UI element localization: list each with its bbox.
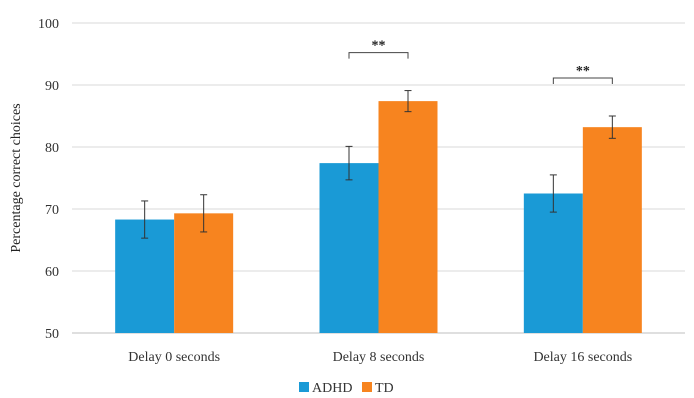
- significance-bracket: [552, 77, 613, 84]
- bars: [115, 101, 642, 334]
- error-bars: [141, 90, 616, 239]
- significance-bracket: [348, 52, 409, 59]
- y-tick-label: 100: [38, 17, 59, 32]
- significance-label: **: [372, 39, 386, 54]
- x-tick-label: Delay 8 seconds: [333, 350, 425, 365]
- legend-label-adhd: ADHD: [312, 381, 352, 396]
- x-axis-ticks: Delay 0 seconds Delay 8 seconds Delay 16 s…: [128, 350, 632, 365]
- x-tick-label: Delay 16 seconds: [533, 350, 632, 365]
- bar-td-2: [582, 127, 642, 333]
- y-tick-label: 50: [45, 327, 59, 342]
- significance-annotations: ** **: [348, 39, 613, 84]
- y-tick-label: 90: [45, 79, 59, 94]
- significance-label: **: [576, 64, 590, 79]
- legend-label-td: TD: [375, 381, 394, 396]
- y-axis-label: Percentage correct choices: [9, 103, 24, 252]
- bar-adhd-1: [319, 163, 379, 333]
- y-tick-label: 60: [45, 265, 59, 280]
- x-tick-label: Delay 0 seconds: [128, 350, 220, 365]
- y-axis-ticks: 50 60 70 80 90 100: [38, 17, 59, 342]
- bar-td-0: [174, 213, 234, 333]
- y-tick-label: 70: [45, 203, 59, 218]
- y-tick-label: 80: [45, 141, 59, 156]
- legend: ADHD TD: [299, 381, 394, 396]
- legend-swatch-adhd: [299, 382, 309, 392]
- bar-adhd-2: [523, 193, 583, 333]
- legend-swatch-td: [362, 382, 372, 392]
- bar-td-1: [378, 101, 438, 334]
